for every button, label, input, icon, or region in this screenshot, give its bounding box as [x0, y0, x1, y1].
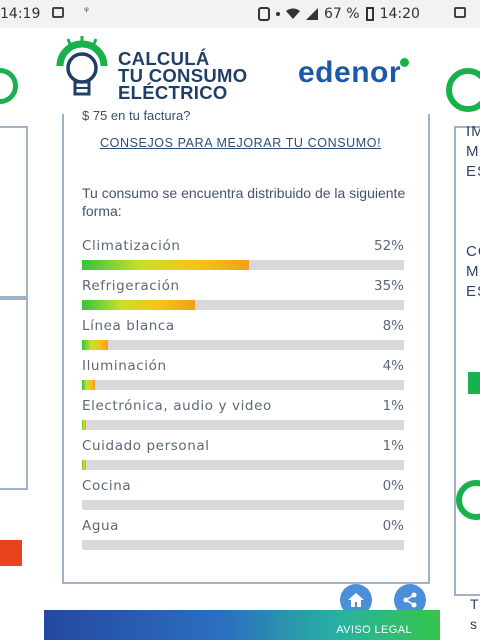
status-icons: 67 % 14:20 — [258, 6, 420, 22]
peek-card — [454, 126, 480, 596]
category-bar-fill — [82, 260, 250, 270]
home-icon — [348, 593, 364, 607]
peek-text-line: CO — [466, 243, 480, 260]
peek-card-bottom — [0, 296, 28, 490]
category-label: Agua — [82, 518, 120, 534]
footer-bar: AVISO LEGAL — [44, 610, 440, 640]
category-label: Línea blanca — [82, 318, 175, 334]
category-percent: 0% — [382, 518, 404, 534]
category-label: Climatización — [82, 238, 181, 254]
category-percent: 1% — [382, 438, 404, 454]
category-label: Electrónica, audio y video — [82, 398, 272, 414]
dot-icon — [276, 12, 280, 16]
category-label: Cuidado personal — [82, 438, 210, 454]
peek-card-top — [0, 126, 28, 300]
category-label: Refrigeración — [82, 278, 180, 294]
status-time-right: 14:20 — [379, 6, 420, 22]
lightbulb-logo-icon — [56, 36, 108, 96]
category-percent: 4% — [382, 358, 404, 374]
category-bar-track — [82, 260, 404, 270]
category-percent: 0% — [382, 478, 404, 494]
category-bar-track — [82, 540, 404, 550]
app-title-line: CALCULÁ — [118, 48, 210, 69]
category-bar-track — [82, 380, 404, 390]
status-time-left: 14:19 — [0, 6, 41, 22]
category-bar-fill — [82, 300, 195, 310]
category-percent: 52% — [373, 238, 404, 254]
category-bar-fill — [82, 460, 86, 470]
antenna-icon: ᵠ — [84, 4, 89, 18]
category-bar-track — [82, 500, 404, 510]
category-bar-fill — [82, 340, 108, 350]
category-percent: 35% — [373, 278, 404, 294]
peek-text-line: T — [470, 596, 479, 612]
next-slide-peek[interactable]: IM M ES CO M ES T s — [440, 28, 480, 640]
category-bar-track — [82, 460, 404, 470]
bill-question-text: $ 75 en tu factura? — [82, 108, 191, 123]
edenor-logo: edenor — [298, 56, 402, 89]
tips-link[interactable]: CONSEJOS PARA MEJORAR TU CONSUMO! — [100, 136, 382, 150]
peek-text-line: ES — [466, 283, 480, 300]
peek-green-button[interactable] — [468, 372, 480, 394]
peek-red-button[interactable] — [0, 540, 22, 566]
battery-icon — [365, 7, 374, 21]
app-title-line: ELÉCTRICO — [118, 82, 228, 103]
category-label: Iluminación — [82, 358, 167, 374]
signal-icon — [306, 8, 318, 20]
category-percent: 1% — [382, 398, 404, 414]
category-bar-track — [82, 300, 404, 310]
app-header: CALCULÁ TU CONSUMO ELÉCTRICO edenor — [44, 28, 440, 114]
image-notification-icon-right — [454, 7, 466, 18]
category-label: Cocina — [82, 478, 132, 494]
peek-text-line: M — [466, 143, 480, 160]
distribution-intro: Tu consumo se encuentra distribuido de l… — [82, 185, 406, 219]
previous-slide-peek[interactable] — [0, 28, 44, 640]
share-icon — [403, 592, 417, 608]
category-bar-track — [82, 340, 404, 350]
edenor-logo-dot — [400, 58, 409, 67]
category-percent: 8% — [382, 318, 404, 334]
peek-text-line: ES — [466, 163, 480, 180]
app-title: CALCULÁ TU CONSUMO ELÉCTRICO — [118, 48, 248, 103]
nfc-icon — [258, 7, 270, 21]
battery-percent: 67 % — [324, 6, 360, 22]
consumption-card: $ 75 en tu factura? CONSEJOS PARA MEJORA… — [62, 108, 430, 584]
bulb-logo-icon — [456, 480, 480, 520]
app-title-line: TU CONSUMO — [118, 65, 248, 86]
category-bar-fill — [82, 420, 86, 430]
bulb-logo-icon — [446, 68, 480, 112]
peek-text-line: s — [470, 616, 477, 632]
category-bar-track — [82, 420, 404, 430]
category-bar-fill — [82, 380, 95, 390]
peek-text-line: M — [466, 263, 480, 280]
legal-notice-link[interactable]: AVISO LEGAL — [336, 624, 412, 636]
bulb-logo-icon — [0, 68, 18, 104]
image-notification-icon — [52, 7, 64, 18]
wifi-icon — [286, 8, 300, 19]
status-bar: 14:19 ᵠ 67 % 14:20 — [0, 0, 480, 28]
peek-text-line: IM — [466, 123, 480, 140]
